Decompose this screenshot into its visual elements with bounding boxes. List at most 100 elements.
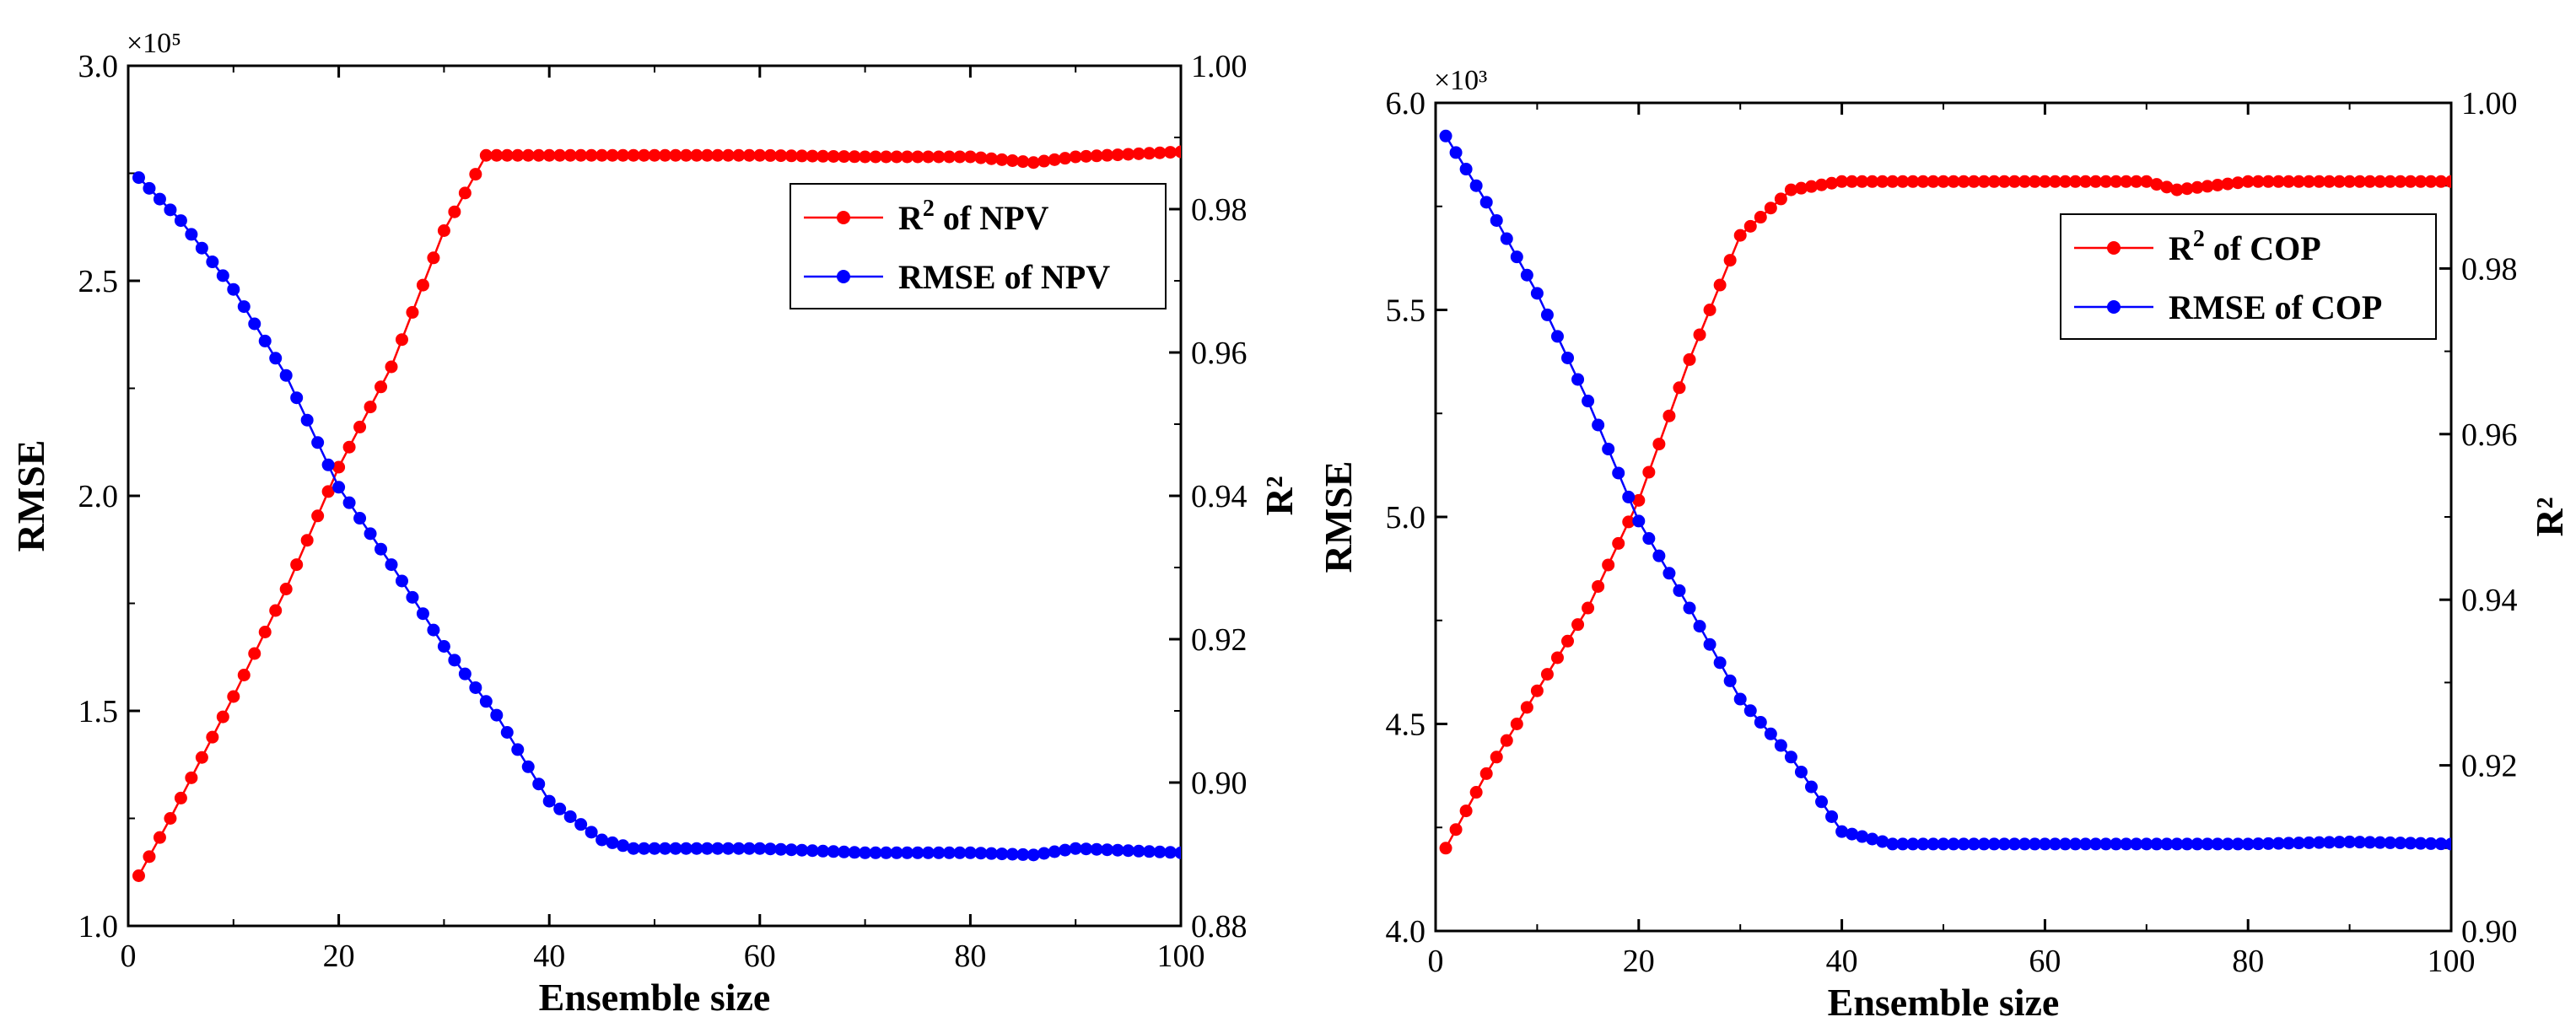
legend-label-main: RMSE of NPV — [898, 258, 1110, 296]
data-point — [2251, 837, 2265, 851]
data-point — [553, 802, 567, 815]
data-point — [490, 148, 504, 162]
data-point — [395, 574, 408, 588]
data-point — [2363, 175, 2377, 188]
data-point — [859, 846, 872, 859]
data-point — [2434, 175, 2448, 188]
x-tick-label: 40 — [1826, 944, 1858, 979]
legend: R2 of COP RMSE of COP — [2060, 213, 2437, 340]
data-point — [279, 369, 293, 382]
data-point — [1479, 196, 1493, 209]
data-point — [595, 148, 609, 162]
x-tick-label: 20 — [1623, 944, 1655, 979]
data-point — [1663, 409, 1676, 422]
data-point — [1143, 147, 1156, 160]
data-point — [1530, 684, 1544, 697]
data-point — [869, 150, 882, 164]
data-point — [2343, 835, 2357, 848]
data-point — [1027, 848, 1040, 862]
data-point — [248, 647, 261, 660]
data-point — [1703, 304, 1716, 316]
data-point — [774, 149, 788, 163]
y-tick-label: 5.5 — [1386, 293, 1426, 329]
legend-label-rest: of COP — [2205, 229, 2321, 267]
data-point — [963, 150, 977, 164]
data-point — [1997, 837, 2011, 851]
data-point — [690, 148, 703, 162]
data-point — [1977, 837, 1991, 851]
data-point — [195, 241, 208, 255]
data-point — [890, 150, 903, 164]
y-tick-label: 4.5 — [1386, 707, 1426, 743]
data-point — [2384, 175, 2397, 188]
y2-tick-label: 0.90 — [2461, 914, 2518, 950]
data-point — [1069, 842, 1082, 855]
data-point — [521, 760, 535, 773]
data-point — [1794, 765, 1808, 778]
data-point — [901, 846, 914, 859]
data-point — [1439, 842, 1452, 855]
data-point — [1164, 146, 1178, 159]
data-point — [1693, 620, 1706, 633]
data-point — [2261, 175, 2275, 188]
data-point — [2241, 175, 2255, 188]
data-point — [711, 148, 725, 162]
data-point — [1866, 175, 1879, 188]
data-point — [195, 751, 208, 764]
series-2 — [132, 171, 1181, 862]
data-point — [437, 224, 450, 237]
data-point — [153, 192, 166, 206]
data-point — [290, 558, 304, 572]
data-point — [1016, 155, 1030, 169]
data-point — [2028, 175, 2041, 188]
data-point — [1846, 827, 1859, 841]
data-point — [1469, 179, 1483, 192]
y-tick-label: 1.0 — [78, 909, 119, 944]
data-point — [2140, 837, 2153, 851]
data-point — [1825, 810, 1839, 823]
data-point — [1693, 328, 1706, 342]
data-point — [469, 168, 482, 181]
data-point — [763, 148, 777, 162]
data-point — [1500, 232, 1513, 245]
data-point — [206, 730, 219, 744]
data-point — [1764, 727, 1777, 740]
data-point — [2434, 837, 2448, 851]
data-point — [1632, 514, 1646, 528]
data-point — [532, 148, 546, 162]
y-tick-label: 2.0 — [78, 479, 119, 514]
data-point — [321, 485, 335, 498]
y2-axis-title: R² — [2528, 497, 2571, 536]
data-point — [2394, 175, 2407, 188]
x-tick-label: 80 — [2232, 944, 2264, 979]
data-point — [2201, 837, 2214, 851]
data-point — [479, 148, 493, 162]
data-point — [806, 149, 819, 163]
data-point — [1469, 786, 1483, 799]
data-point — [2251, 175, 2265, 188]
data-point — [1500, 734, 1513, 747]
data-point — [1069, 150, 1082, 164]
data-point — [406, 305, 419, 319]
data-point — [1122, 844, 1135, 858]
data-point — [1132, 844, 1145, 858]
data-point — [627, 148, 640, 162]
data-point — [784, 843, 798, 857]
data-point — [1764, 202, 1777, 215]
data-point — [132, 869, 145, 882]
data-point — [2120, 837, 2133, 851]
data-point — [1673, 584, 1686, 597]
data-point — [2374, 175, 2387, 188]
data-point — [1037, 154, 1051, 168]
data-point — [2211, 178, 2224, 191]
y-multiplier: ×10⁵ — [127, 28, 181, 59]
data-point — [185, 228, 198, 241]
data-point — [1947, 837, 1960, 851]
data-point — [153, 831, 166, 844]
y2-tick-label: 0.94 — [1191, 479, 1248, 514]
y-tick-label: 6.0 — [1386, 86, 1426, 121]
y2-tick-label: 0.92 — [2461, 749, 2518, 784]
data-point — [1927, 837, 1940, 851]
data-point — [2231, 176, 2245, 190]
y2-tick-label: 1.00 — [2461, 86, 2518, 121]
